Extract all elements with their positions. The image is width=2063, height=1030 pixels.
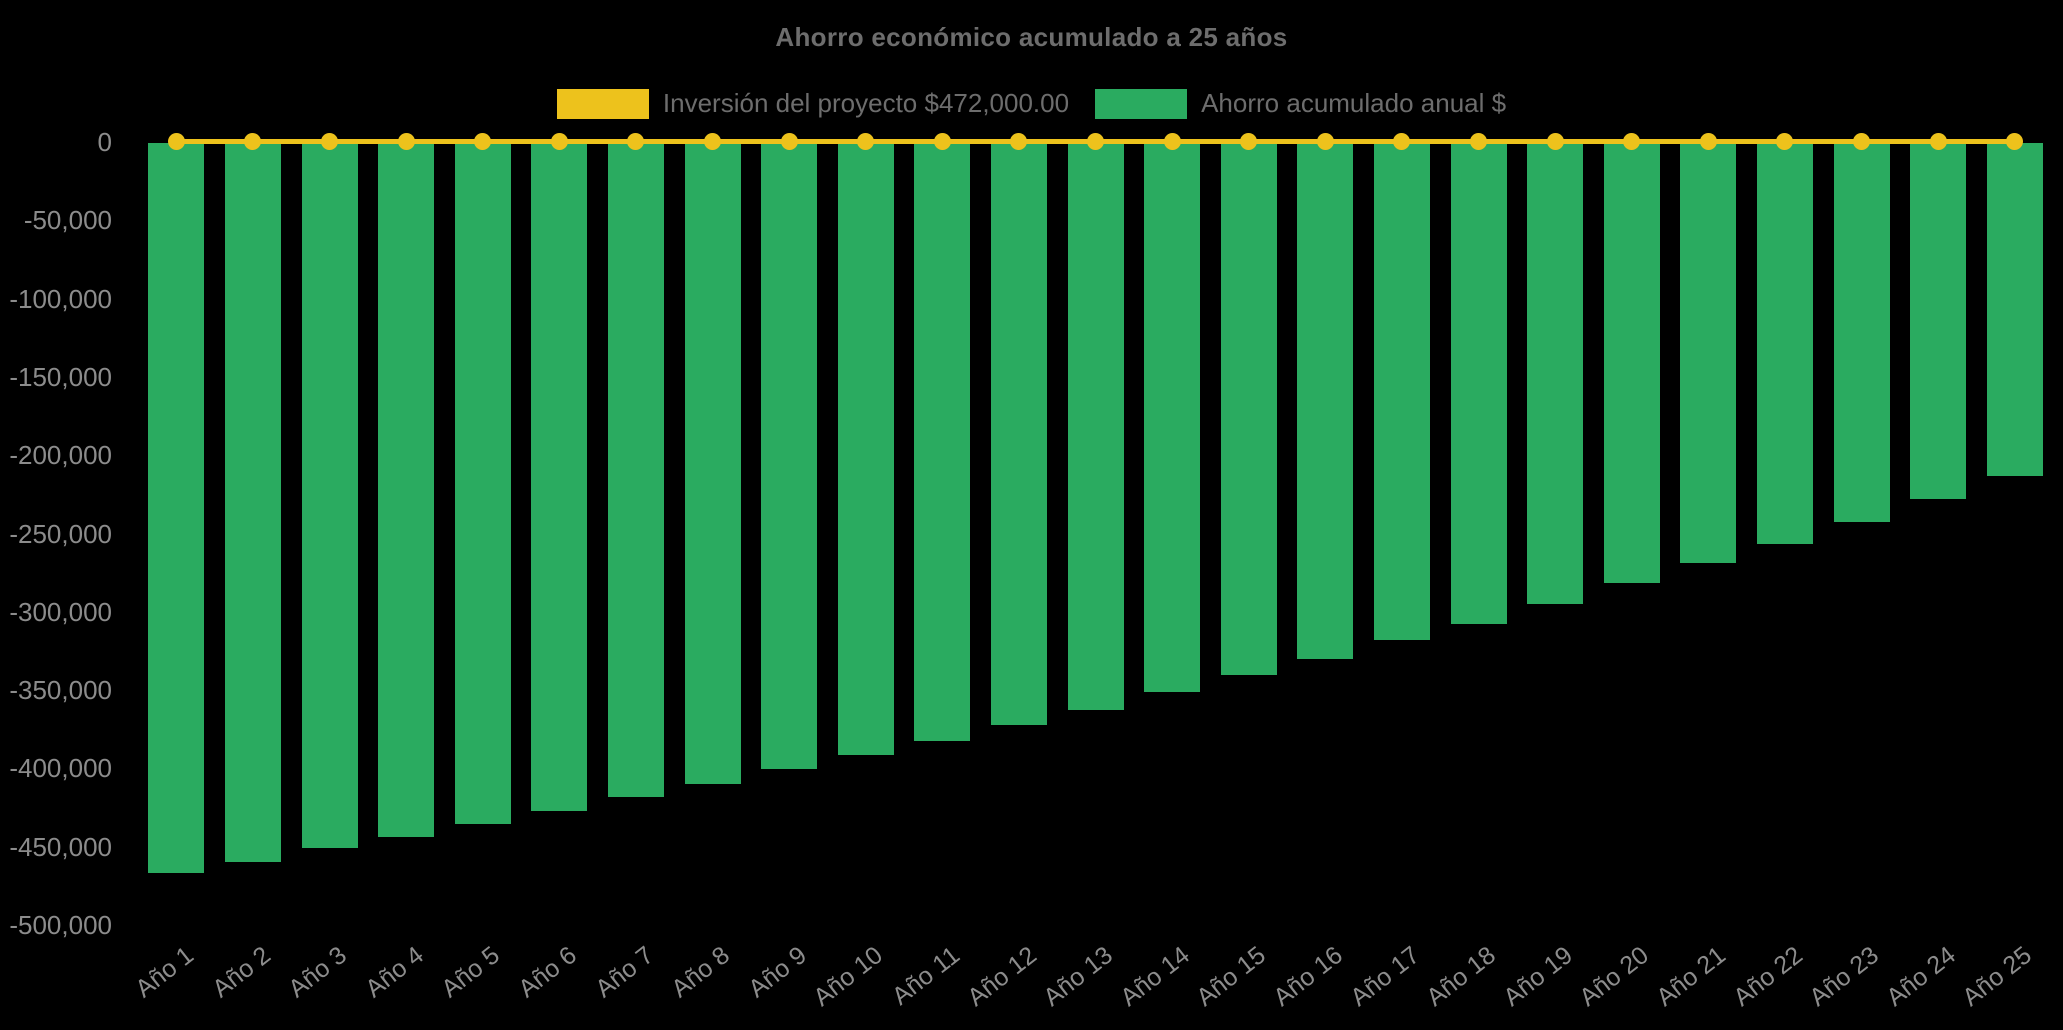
bar-año-18 — [1450, 143, 1507, 624]
investment-point — [933, 132, 951, 150]
investment-point — [1853, 132, 1870, 150]
bar-año-23 — [1833, 143, 1890, 522]
y-axis-tick-label: -450,000 — [9, 831, 112, 862]
legend-label-investment: Inversión del proyecto $472,000.00 — [662, 88, 1070, 118]
y-axis-tick-label: 0 — [97, 127, 112, 157]
bar-año-9 — [761, 143, 818, 770]
x-axis-tick-label: Año 23 — [1804, 940, 1885, 1012]
x-axis-tick-label: Año 10 — [808, 940, 889, 1012]
investment-point — [397, 132, 415, 150]
bar-año-5 — [454, 143, 511, 824]
bar-año-3 — [301, 143, 358, 849]
investment-point — [1546, 132, 1564, 150]
bar-año-14 — [1144, 143, 1201, 693]
x-axis-tick-label: Año 7 — [589, 940, 659, 1004]
x-axis-tick-label: Año 22 — [1727, 940, 1808, 1012]
legend-swatch-savings-icon — [1095, 88, 1188, 119]
x-axis-tick-label: Año 21 — [1651, 940, 1731, 1012]
investment-point — [1623, 132, 1641, 150]
legend-item-savings[interactable]: Ahorro acumulado anual $ — [1095, 88, 1506, 119]
investment-point — [167, 132, 185, 150]
x-axis-tick-label: Año 2 — [206, 940, 276, 1004]
bar-año-13 — [1067, 143, 1124, 711]
bar-año-22 — [1756, 143, 1813, 544]
x-axis-tick-label: Año 19 — [1498, 940, 1578, 1012]
investment-point — [1470, 132, 1487, 150]
bar-año-24 — [1910, 143, 1967, 500]
investment-point — [1240, 132, 1258, 150]
investment-point — [474, 132, 492, 150]
y-axis-tick-label: -200,000 — [9, 440, 112, 471]
bar-año-4 — [378, 143, 435, 837]
chart-legend: Inversión del proyecto $472,000.00 Ahorr… — [0, 88, 2063, 119]
y-axis-tick-label: -50,000 — [23, 205, 112, 236]
investment-point — [1929, 132, 1947, 150]
y-axis-tick-label: -300,000 — [9, 596, 112, 627]
x-axis-tick-label: Año 18 — [1421, 940, 1502, 1012]
bar-año-17 — [1373, 143, 1430, 640]
bar-año-25 — [1986, 143, 2043, 477]
bar-año-16 — [1297, 143, 1354, 659]
x-axis-tick-label: Año 13 — [1038, 940, 1119, 1012]
x-axis-tick-label: Año 6 — [513, 940, 582, 1004]
y-axis-tick-label: -250,000 — [9, 518, 112, 549]
y-axis-tick-label: -150,000 — [9, 361, 112, 392]
investment-point — [1393, 132, 1411, 150]
x-axis-tick-label: Año 25 — [1957, 940, 2038, 1012]
bar-año-19 — [1527, 143, 1584, 604]
investment-point — [244, 132, 262, 150]
x-axis-tick-label: Año 15 — [1191, 940, 1272, 1012]
bar-año-2 — [224, 143, 281, 862]
x-axis-tick-label: Año 8 — [666, 940, 736, 1004]
bar-año-6 — [531, 143, 588, 811]
bar-año-10 — [837, 143, 894, 756]
x-axis-tick-label: Año 24 — [1881, 940, 1961, 1012]
x-axis-tick-label: Año 14 — [1115, 940, 1195, 1012]
bar-año-8 — [684, 143, 741, 785]
investment-point — [1699, 132, 1717, 150]
legend-swatch-investment-icon — [556, 88, 649, 119]
y-axis-tick-label: -350,000 — [9, 675, 112, 706]
bar-año-7 — [607, 143, 664, 797]
x-axis-tick-label: Año 9 — [742, 940, 812, 1004]
investment-point — [1087, 132, 1104, 150]
x-axis-tick-label: Año 4 — [359, 940, 429, 1004]
investment-point — [780, 132, 798, 150]
investment-point — [1163, 132, 1181, 150]
bar-año-15 — [1220, 143, 1277, 676]
x-axis-tick-label: Año 5 — [436, 940, 506, 1004]
investment-point — [857, 132, 875, 150]
investment-point — [627, 132, 645, 150]
y-axis-tick-label: -100,000 — [9, 283, 112, 314]
bar-año-11 — [914, 143, 971, 741]
bar-año-20 — [1603, 143, 1660, 583]
x-axis-tick-label: Año 17 — [1344, 940, 1425, 1012]
investment-point — [2006, 132, 2024, 150]
y-axis-tick-label: -400,000 — [9, 753, 112, 784]
bar-año-1 — [148, 143, 205, 873]
x-axis-tick-label: Año 3 — [283, 940, 353, 1004]
investment-point — [1010, 132, 1028, 150]
legend-item-investment[interactable]: Inversión del proyecto $472,000.00 — [556, 88, 1070, 119]
y-axis-tick-label: -500,000 — [9, 910, 112, 940]
legend-label-savings: Ahorro acumulado anual $ — [1201, 88, 1507, 118]
investment-point — [1316, 132, 1334, 150]
investment-point — [1776, 132, 1794, 150]
investment-point — [704, 132, 721, 150]
x-axis-tick-label: Año 11 — [886, 940, 965, 1011]
bar-año-21 — [1680, 143, 1737, 564]
x-axis-tick-label: Año 12 — [961, 940, 1042, 1012]
x-axis-tick-label: Año 16 — [1268, 940, 1348, 1012]
investment-point — [550, 132, 568, 150]
x-axis-tick-label: Año 20 — [1574, 940, 1655, 1012]
x-axis-tick-label: Año 1 — [130, 940, 199, 1004]
chart-title: Ahorro económico acumulado a 25 años — [775, 22, 1288, 52]
bar-año-12 — [990, 143, 1047, 726]
investment-point — [321, 132, 338, 150]
